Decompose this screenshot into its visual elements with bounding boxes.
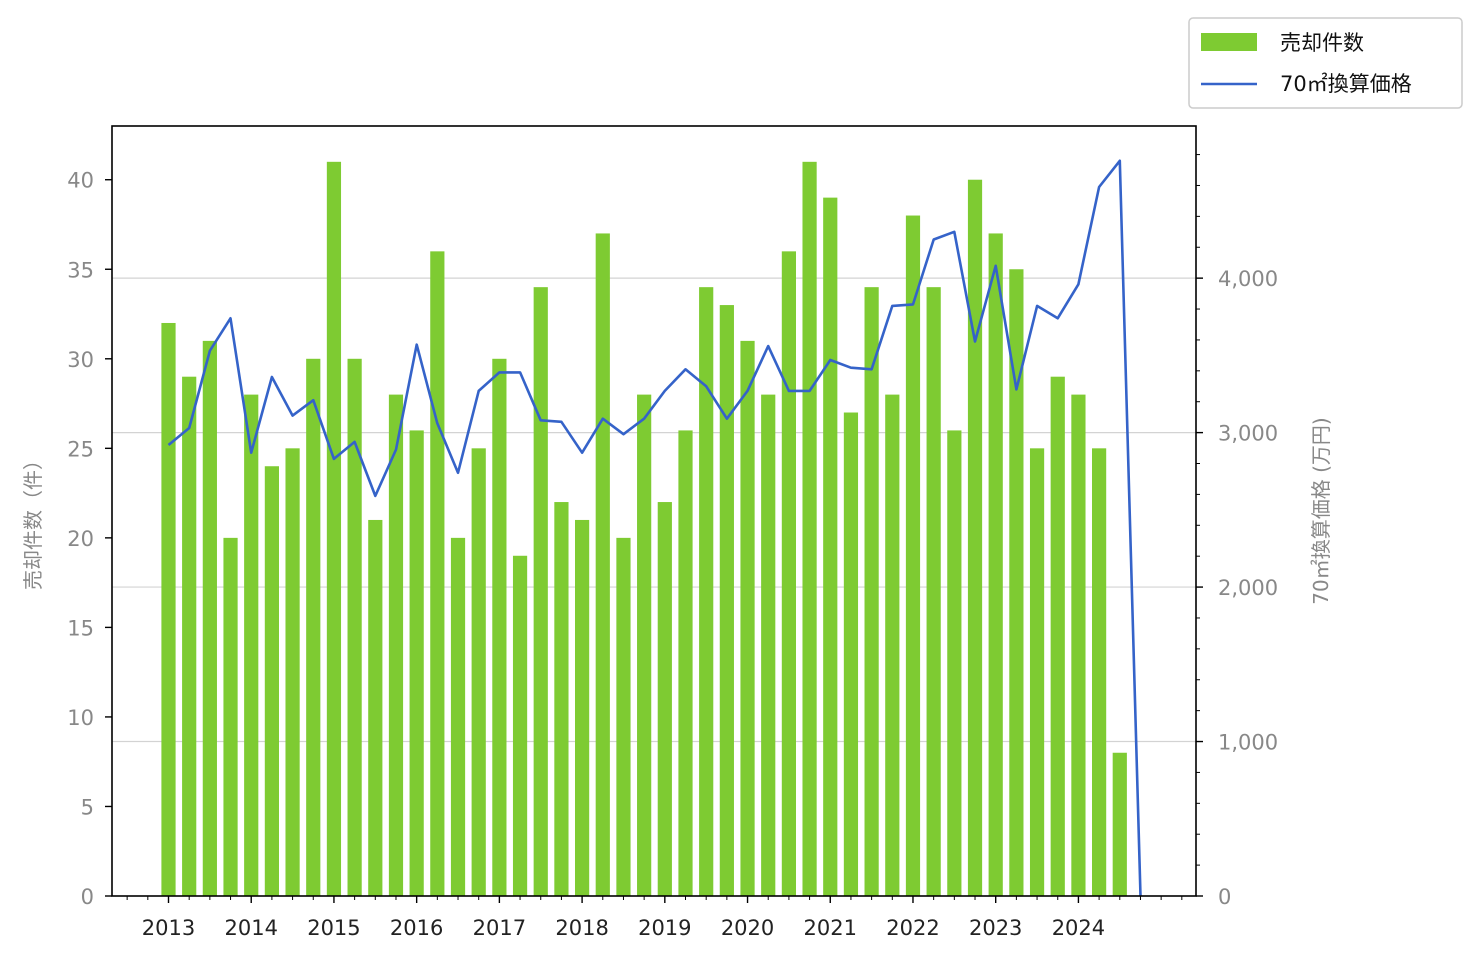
- bar-2014Q1: [244, 394, 259, 896]
- bar-2024Q1: [1071, 394, 1086, 896]
- right-tick-label-4000: 4,000: [1218, 267, 1278, 291]
- left-tick-label-0: 0: [81, 885, 94, 909]
- x-axis: 2013 2014 2015 2016 2017 2018 2019 2020 2021 2022…: [126, 896, 1183, 940]
- bar-2020Q1: [740, 340, 755, 896]
- bar-2017Q3: [533, 287, 548, 896]
- left-tick-label-15: 15: [67, 616, 94, 640]
- x-tick-label-2017: 2017: [473, 916, 526, 940]
- bar-2019Q1: [657, 502, 672, 896]
- bar-2021Q2: [843, 412, 859, 896]
- bar-2024Q2: [1092, 448, 1107, 896]
- x-tick-label-2024: 2024: [1052, 916, 1105, 940]
- right-tick-label-2000: 2,000: [1218, 576, 1278, 600]
- bar-2020Q3: [781, 251, 796, 897]
- bar-2013Q2: [182, 376, 197, 897]
- x-tick-label-2020: 2020: [721, 916, 774, 940]
- left-tick-label-40: 40: [67, 169, 94, 193]
- bar-2017Q2: [512, 555, 528, 896]
- legend: 売却件数 70㎡換算価格: [1188, 17, 1463, 109]
- bar-2022Q4: [967, 179, 983, 896]
- bar-2021Q1: [823, 197, 838, 896]
- right-tick-label-1000: 1,000: [1218, 731, 1278, 755]
- bar-2016Q2: [430, 251, 445, 897]
- left-tick-label-30: 30: [67, 348, 94, 372]
- left-tick-label-35: 35: [67, 258, 94, 282]
- bar-2015Q4: [388, 394, 404, 896]
- left-tick-label-5: 5: [81, 795, 94, 819]
- right-tick-label-3000: 3,000: [1218, 422, 1278, 446]
- bar-2023Q1: [988, 233, 1003, 896]
- bar-2014Q3: [285, 448, 300, 896]
- plot-frame: [111, 125, 1197, 897]
- bar-2018Q1: [575, 519, 590, 896]
- left-axis-label: 売却件数（件）: [21, 450, 45, 590]
- bar-2019Q4: [719, 305, 734, 896]
- bar-2020Q2: [761, 394, 776, 896]
- right-axis-label: 70㎡換算価格 (万円): [1309, 417, 1333, 604]
- bar-2019Q2: [678, 430, 693, 896]
- bar-2013Q1: [161, 322, 176, 896]
- left-tick-label-10: 10: [67, 706, 94, 730]
- bar-2016Q4: [471, 448, 486, 896]
- bar-2024Q3: [1112, 752, 1127, 896]
- right-tick-label-0: 0: [1218, 885, 1231, 909]
- bar-2018Q3: [616, 537, 631, 896]
- left-tick-label-20: 20: [67, 527, 94, 551]
- x-tick-label-2015: 2015: [307, 916, 360, 940]
- x-tick-label-2013: 2013: [142, 916, 195, 940]
- x-tick-label-2014: 2014: [224, 916, 277, 940]
- bar-2022Q3: [947, 430, 962, 896]
- bar-2016Q1: [409, 430, 424, 896]
- x-tick-label-2019: 2019: [638, 916, 691, 940]
- x-tick-label-2023: 2023: [969, 916, 1022, 940]
- bar-2018Q2: [595, 233, 610, 896]
- bar-2023Q2: [1009, 269, 1024, 896]
- bar-2014Q2: [264, 466, 279, 896]
- x-tick-label-2018: 2018: [555, 916, 608, 940]
- bar-2020Q4: [802, 161, 817, 896]
- bar-2016Q3: [450, 537, 466, 896]
- bar-2017Q4: [554, 502, 569, 896]
- bar-2019Q3: [699, 287, 714, 896]
- bar-2015Q2: [347, 358, 362, 896]
- bar-2014Q4: [306, 358, 321, 896]
- bar-2021Q3: [864, 287, 879, 896]
- left-tick-label-25: 25: [67, 437, 94, 461]
- bar-2017Q1: [492, 358, 507, 896]
- x-tick-label-2022: 2022: [886, 916, 939, 940]
- x-tick-label-2021: 2021: [804, 916, 857, 940]
- bar-2021Q4: [885, 394, 900, 896]
- bar-2023Q4: [1050, 376, 1065, 897]
- x-tick-label-2016: 2016: [390, 916, 443, 940]
- bar-series: [161, 161, 1127, 897]
- legend-bar-label: 売却件数: [1280, 31, 1364, 55]
- price-line-series: [167, 159, 1142, 897]
- legend-bar-swatch: [1201, 33, 1257, 51]
- bar-2013Q4: [223, 537, 238, 896]
- bar-2022Q2: [926, 287, 941, 896]
- legend-frame: [1188, 17, 1463, 109]
- bar-2018Q4: [637, 394, 652, 896]
- bar-2022Q1: [905, 215, 921, 896]
- bar-2013Q3: [202, 340, 217, 896]
- bar-2015Q3: [368, 519, 383, 896]
- right-axis: 0 1,000 2,000 3,000 4,000: [1196, 154, 1278, 909]
- bar-2023Q3: [1029, 448, 1045, 896]
- bar-2015Q1: [326, 161, 342, 896]
- left-axis: 0 5 10 15 20 25 30 35 40: [67, 169, 112, 909]
- legend-line-label: 70㎡換算価格: [1280, 72, 1412, 96]
